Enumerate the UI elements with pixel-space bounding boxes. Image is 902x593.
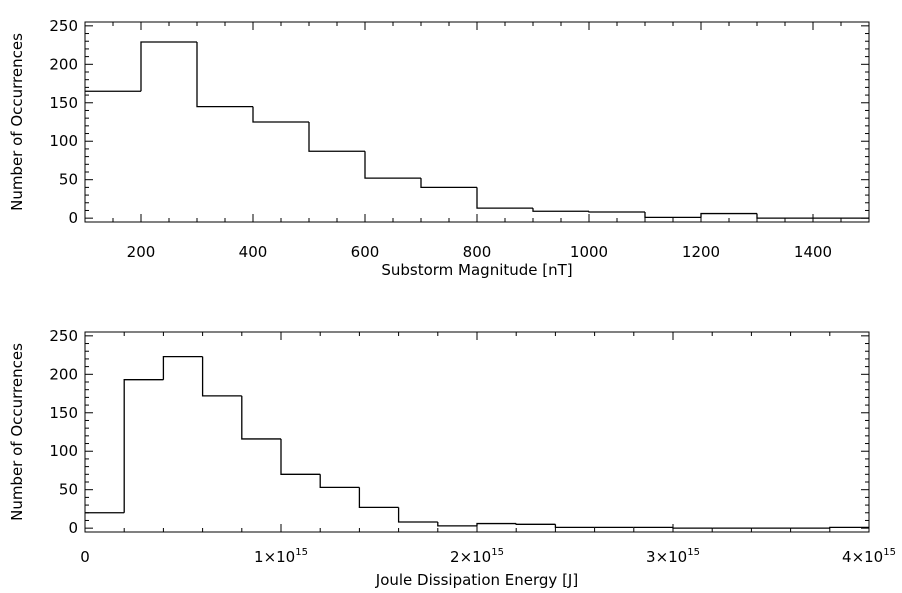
x-tick-label: 1400	[794, 243, 832, 261]
histogram-bin	[364, 151, 421, 179]
histogram-bin	[476, 187, 533, 209]
x-tick-label: 2×1015	[450, 547, 504, 566]
histogram-bin	[532, 208, 589, 212]
x-tick-label: 400	[239, 243, 268, 261]
histogram-bin	[672, 527, 713, 529]
x-tick-label: 1000	[570, 243, 608, 261]
histogram-bin	[476, 522, 517, 526]
histogram-bin	[397, 507, 438, 523]
histogram-bin	[252, 106, 309, 123]
y-axis-label: Number of Occurrences	[8, 343, 26, 521]
y-tick-label: 200	[49, 55, 78, 73]
y-axis-label: Number of Occurrences	[8, 33, 26, 211]
histogram-bin	[162, 355, 203, 380]
y-tick-label: 250	[49, 17, 78, 35]
histogram-bin	[123, 379, 164, 513]
x-tick-label: 1×1015	[254, 547, 308, 566]
x-axis-label: Joule Dissipation Energy [J]	[375, 571, 578, 589]
histogram-bin	[140, 41, 197, 92]
chart-panel-substorm-magnitude: 0 50 100 150 200 250 200 400 600 800 1000 1200 1400 S…	[8, 17, 870, 279]
y-tick-label: 200	[49, 365, 78, 383]
histogram-bin	[700, 212, 757, 218]
histogram-bin	[420, 178, 477, 189]
histogram-bin	[756, 213, 813, 219]
x-tick-label: 600	[351, 243, 380, 261]
y-tick-label: 0	[68, 519, 78, 537]
x-tick-label: 4×1015	[842, 547, 896, 566]
y-tick-label: 100	[49, 132, 78, 150]
x-tick-label: 800	[463, 243, 492, 261]
y-tick-label: 250	[49, 327, 78, 345]
x-tick-label: 0	[80, 548, 90, 566]
chart-panel-joule-energy: 0 50 100 150 200 250 0 1×1015 2×1015 3×1015 4×1015…	[8, 327, 896, 589]
histogram-bin	[588, 211, 645, 213]
histogram-bin	[358, 487, 399, 509]
histogram-bin	[280, 438, 321, 475]
y-tick-label: 150	[49, 404, 78, 422]
x-axis-label: Substorm Magnitude [nT]	[381, 261, 572, 279]
histogram-bin	[319, 474, 360, 489]
histogram-bin	[829, 526, 869, 529]
x-tick-label: 200	[127, 243, 156, 261]
y-tick-label: 0	[68, 209, 78, 227]
histogram-bin	[437, 522, 477, 527]
y-tick-label: 50	[59, 481, 78, 499]
histogram-bin	[515, 523, 556, 525]
histogram-bin	[644, 212, 701, 219]
y-tick-label: 150	[49, 94, 78, 112]
histogram-bin	[196, 42, 253, 108]
x-tick-label: 1200	[682, 243, 720, 261]
y-tick-label: 100	[49, 442, 78, 460]
x-tick-label: 3×1015	[646, 547, 700, 566]
histogram-bin	[554, 524, 595, 529]
histogram-bin	[241, 395, 281, 440]
histogram-bin	[201, 356, 242, 397]
histogram-bin	[308, 122, 365, 152]
y-tick-label: 50	[59, 171, 78, 189]
